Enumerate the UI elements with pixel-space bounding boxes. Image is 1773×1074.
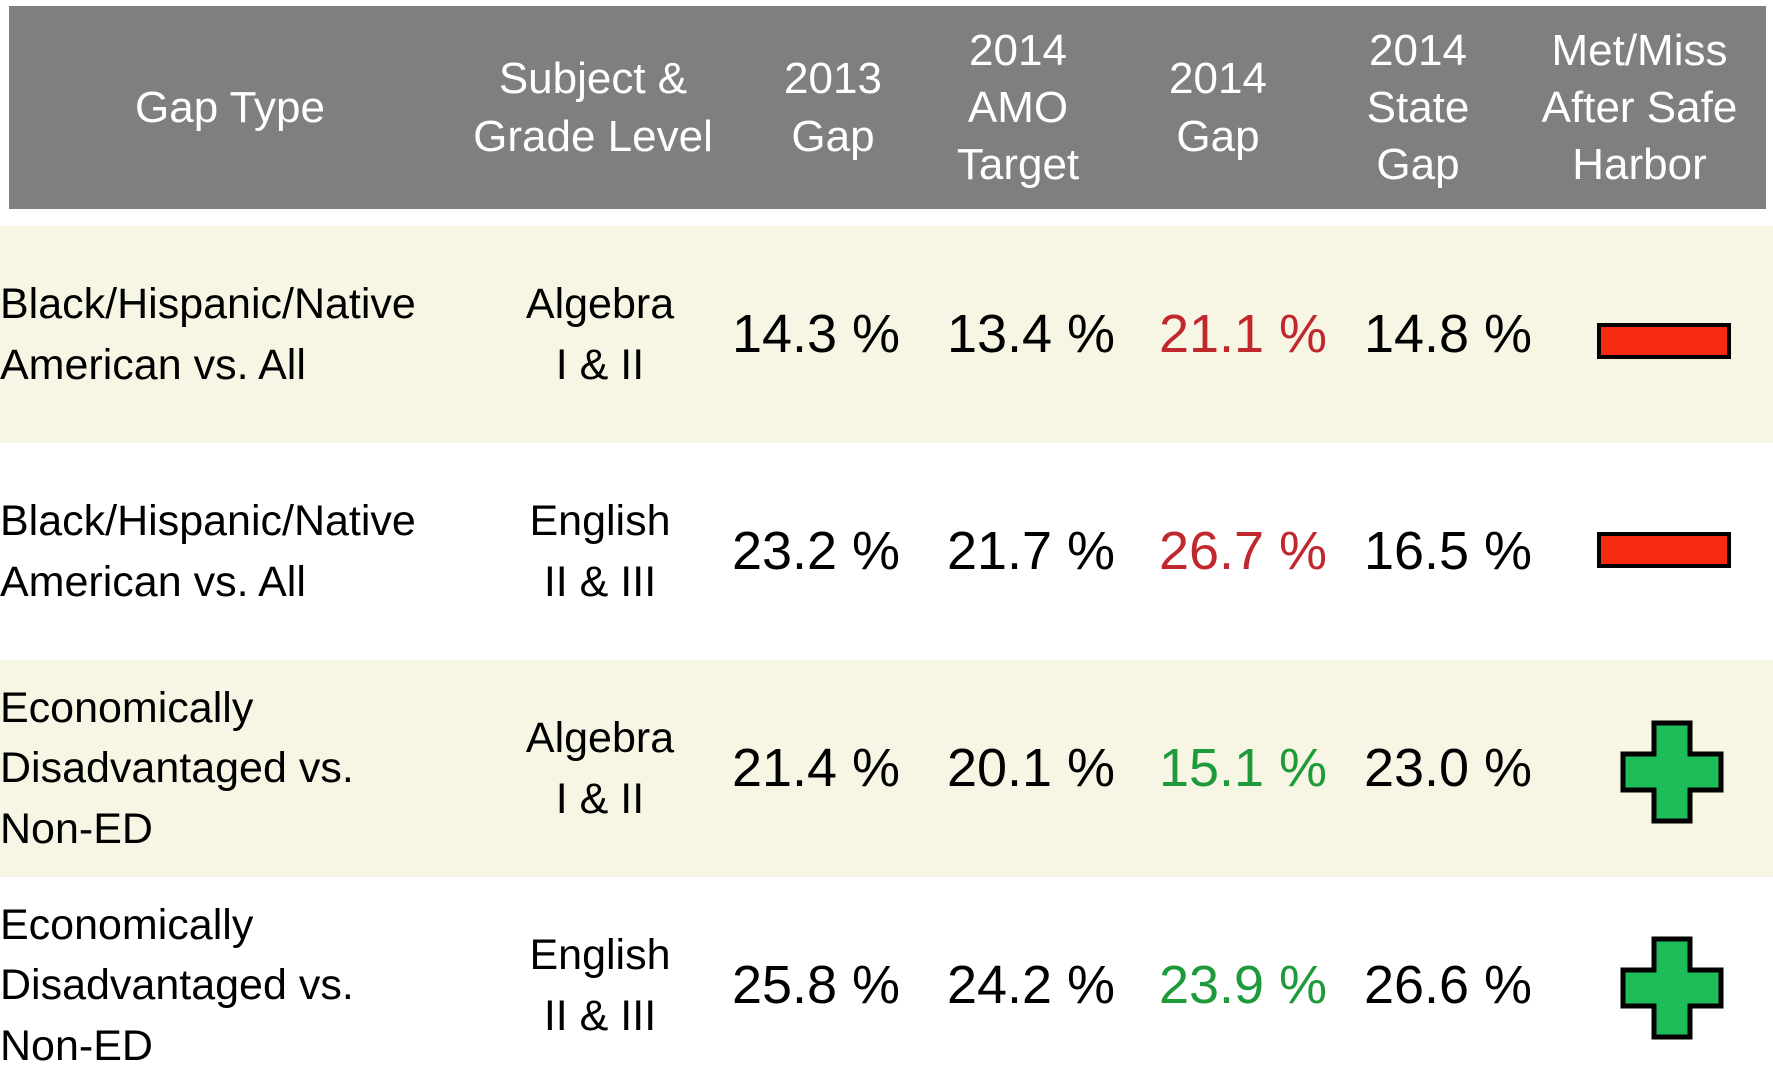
state-gap: 14.8 %	[1363, 303, 1533, 364]
amo-target: 21.7 %	[946, 520, 1116, 581]
header-cell: 2014 AMO Target	[956, 25, 1080, 190]
subject: Algebra I & II	[525, 714, 675, 823]
gap-2014: 23.9 %	[1158, 954, 1328, 1015]
header-cell: 2013 Gap	[784, 54, 882, 161]
header-cell: 2014 Gap	[1169, 54, 1267, 161]
gap-type: Black/Hispanic/Native American vs. All	[0, 280, 416, 389]
state-gap: 23.0 %	[1363, 737, 1533, 798]
row-band	[0, 660, 1773, 877]
subject: Algebra I & II	[525, 280, 675, 389]
amo-target: 24.2 %	[946, 954, 1116, 1015]
gap-2014: 21.1 %	[1158, 303, 1328, 364]
miss-icon	[1597, 532, 1731, 568]
gap-type: Economically Disadvantaged vs. Non-ED	[0, 901, 354, 1070]
state-gap: 26.6 %	[1363, 954, 1533, 1015]
header-cell: Met/Miss After Safe Harbor	[1541, 25, 1738, 190]
gap-2013: 25.8 %	[731, 954, 901, 1015]
amo-target: 20.1 %	[946, 737, 1116, 798]
met-icon	[1620, 936, 1724, 1040]
gap-2014: 15.1 %	[1158, 737, 1328, 798]
row-band	[0, 226, 1773, 443]
miss-icon	[1597, 323, 1731, 359]
state-gap: 16.5 %	[1363, 520, 1533, 581]
gap-2013: 14.3 %	[731, 303, 901, 364]
header-band	[9, 6, 1766, 209]
header-cell: Subject & Grade Level	[473, 54, 713, 161]
subject: English II & III	[529, 931, 671, 1040]
gap-type: Economically Disadvantaged vs. Non-ED	[0, 684, 354, 853]
gap-2013: 21.4 %	[731, 737, 901, 798]
amo-target: 13.4 %	[946, 303, 1116, 364]
met-icon	[1620, 720, 1724, 824]
gap-2013: 23.2 %	[731, 520, 901, 581]
header-cell: 2014 State Gap	[1366, 25, 1470, 190]
subject: English II & III	[529, 497, 671, 606]
gap-2014: 26.7 %	[1158, 520, 1328, 581]
header-cell: Gap Type	[135, 82, 325, 132]
gap-type: Black/Hispanic/Native American vs. All	[0, 497, 416, 606]
